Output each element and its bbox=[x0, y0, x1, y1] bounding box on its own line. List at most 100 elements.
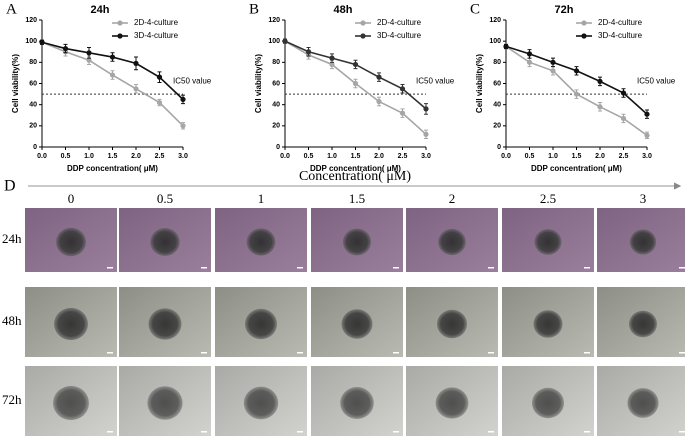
y-tick-label: 0 bbox=[276, 144, 280, 151]
y-tick-label: 0 bbox=[497, 144, 501, 151]
marker bbox=[573, 91, 580, 97]
x-tick-label: 2.5 bbox=[619, 153, 629, 160]
scale-bar bbox=[297, 352, 303, 354]
spheroid bbox=[53, 385, 89, 421]
chart-title: 24h bbox=[91, 4, 110, 16]
marker bbox=[376, 98, 382, 105]
marker bbox=[133, 60, 139, 66]
y-tick-label: 40 bbox=[493, 102, 501, 109]
scale-bar bbox=[393, 431, 399, 433]
marker bbox=[644, 132, 650, 138]
panel-label: A bbox=[6, 1, 17, 17]
scale-bar bbox=[107, 431, 113, 433]
marker bbox=[503, 43, 509, 50]
marker bbox=[305, 49, 312, 55]
scale-bar bbox=[488, 431, 494, 433]
legend-label: 2D-4-culture bbox=[598, 18, 643, 27]
scale-bar bbox=[107, 352, 113, 354]
spheroid bbox=[437, 309, 467, 339]
y-tick-label: 120 bbox=[268, 17, 280, 24]
marker bbox=[597, 78, 603, 84]
marker bbox=[597, 104, 603, 110]
y-tick-label: 60 bbox=[272, 80, 280, 87]
row-label: 24h bbox=[2, 231, 22, 246]
spheroid bbox=[245, 308, 277, 340]
y-axis-label: Cell viability(%) bbox=[11, 54, 20, 113]
legend-label: 3D-4-culture bbox=[134, 31, 179, 40]
y-axis-label: Cell viability(%) bbox=[254, 54, 263, 113]
legend-marker bbox=[117, 20, 123, 26]
x-tick-label: 1.5 bbox=[108, 153, 118, 160]
marker bbox=[86, 57, 92, 63]
x-tick-label: 3.0 bbox=[178, 153, 188, 160]
spheroid bbox=[147, 386, 183, 420]
charts: A 24h 0 20 40 60 80 100 120 0.0 0.5 1.0 1.5 2.0 2.5 3.0… bbox=[6, 1, 676, 173]
spheroid bbox=[532, 387, 564, 419]
x-tick-label: 2.5 bbox=[155, 153, 165, 160]
panel-d: D Concentration( μM) 0 0.5 1 1.5 2 2.5 3 24h 48h… bbox=[2, 169, 685, 436]
spheroid bbox=[629, 229, 657, 255]
concentration-label: 3 bbox=[640, 191, 647, 206]
marker bbox=[329, 55, 335, 61]
scale-bar bbox=[584, 267, 590, 269]
scale-bar bbox=[393, 267, 399, 269]
scale-bar bbox=[297, 267, 303, 269]
series-line bbox=[505, 45, 648, 115]
x-tick-label: 1.0 bbox=[327, 153, 337, 160]
marker bbox=[399, 86, 406, 92]
x-axis-label: DDP concentration( μM) bbox=[67, 164, 158, 173]
marker bbox=[156, 74, 163, 80]
x-axis-label: DDP concentration( μM) bbox=[531, 164, 622, 173]
scale-bar bbox=[584, 352, 590, 354]
x-tick-label: 0.5 bbox=[525, 153, 535, 160]
reference-label: IC50 value bbox=[416, 76, 455, 85]
legend-label: 2D-4-culture bbox=[134, 18, 179, 27]
reference-label: IC50 value bbox=[173, 76, 212, 85]
spheroid bbox=[150, 228, 180, 256]
spheroid bbox=[340, 387, 374, 419]
scale-bar bbox=[107, 267, 113, 269]
marker bbox=[526, 51, 533, 57]
y-tick-label: 20 bbox=[29, 123, 37, 130]
x-tick-label: 0.0 bbox=[37, 153, 47, 160]
x-tick-label: 1.0 bbox=[84, 153, 94, 160]
y-tick-label: 100 bbox=[268, 38, 280, 45]
spheroid bbox=[243, 386, 279, 420]
marker bbox=[423, 131, 429, 137]
y-tick-label: 100 bbox=[25, 38, 37, 45]
marker bbox=[180, 96, 186, 102]
x-tick-label: 2.5 bbox=[398, 153, 408, 160]
marker bbox=[376, 74, 382, 80]
concentration-label: 0 bbox=[68, 191, 75, 206]
marker bbox=[62, 45, 69, 52]
marker bbox=[526, 59, 533, 65]
y-tick-label: 60 bbox=[29, 80, 37, 87]
legend-marker bbox=[581, 20, 587, 26]
marker bbox=[620, 90, 627, 96]
spheroid bbox=[629, 310, 657, 338]
spheroid bbox=[438, 228, 466, 256]
spheroid bbox=[148, 308, 182, 340]
spheroid bbox=[435, 387, 469, 419]
row-label: 48h bbox=[2, 313, 22, 328]
chart: B 48h 0 20 40 60 80 100 120 0.0 0.5 1.0 1.5 2.0 2.5 3.0… bbox=[249, 1, 455, 173]
marker bbox=[133, 86, 139, 92]
marker bbox=[352, 61, 359, 68]
panel-label: C bbox=[470, 1, 480, 17]
chart: C 72h 0 20 40 60 80 100 120 0.0 0.5 1.0 1.5 2.0 2.5 3.0… bbox=[470, 1, 676, 173]
scale-bar bbox=[679, 431, 685, 433]
x-axis-label: DDP concentration( μM) bbox=[310, 164, 401, 173]
y-tick-label: 20 bbox=[272, 123, 280, 130]
x-tick-label: 3.0 bbox=[421, 153, 431, 160]
marker bbox=[620, 115, 627, 122]
spheroid bbox=[533, 310, 563, 338]
marker bbox=[39, 39, 45, 45]
y-tick-label: 100 bbox=[489, 38, 501, 45]
y-tick-label: 0 bbox=[33, 144, 37, 151]
y-tick-label: 80 bbox=[493, 59, 501, 66]
marker bbox=[352, 80, 359, 87]
marker bbox=[573, 68, 580, 74]
spheroid bbox=[627, 388, 659, 418]
scale-bar bbox=[488, 352, 494, 354]
